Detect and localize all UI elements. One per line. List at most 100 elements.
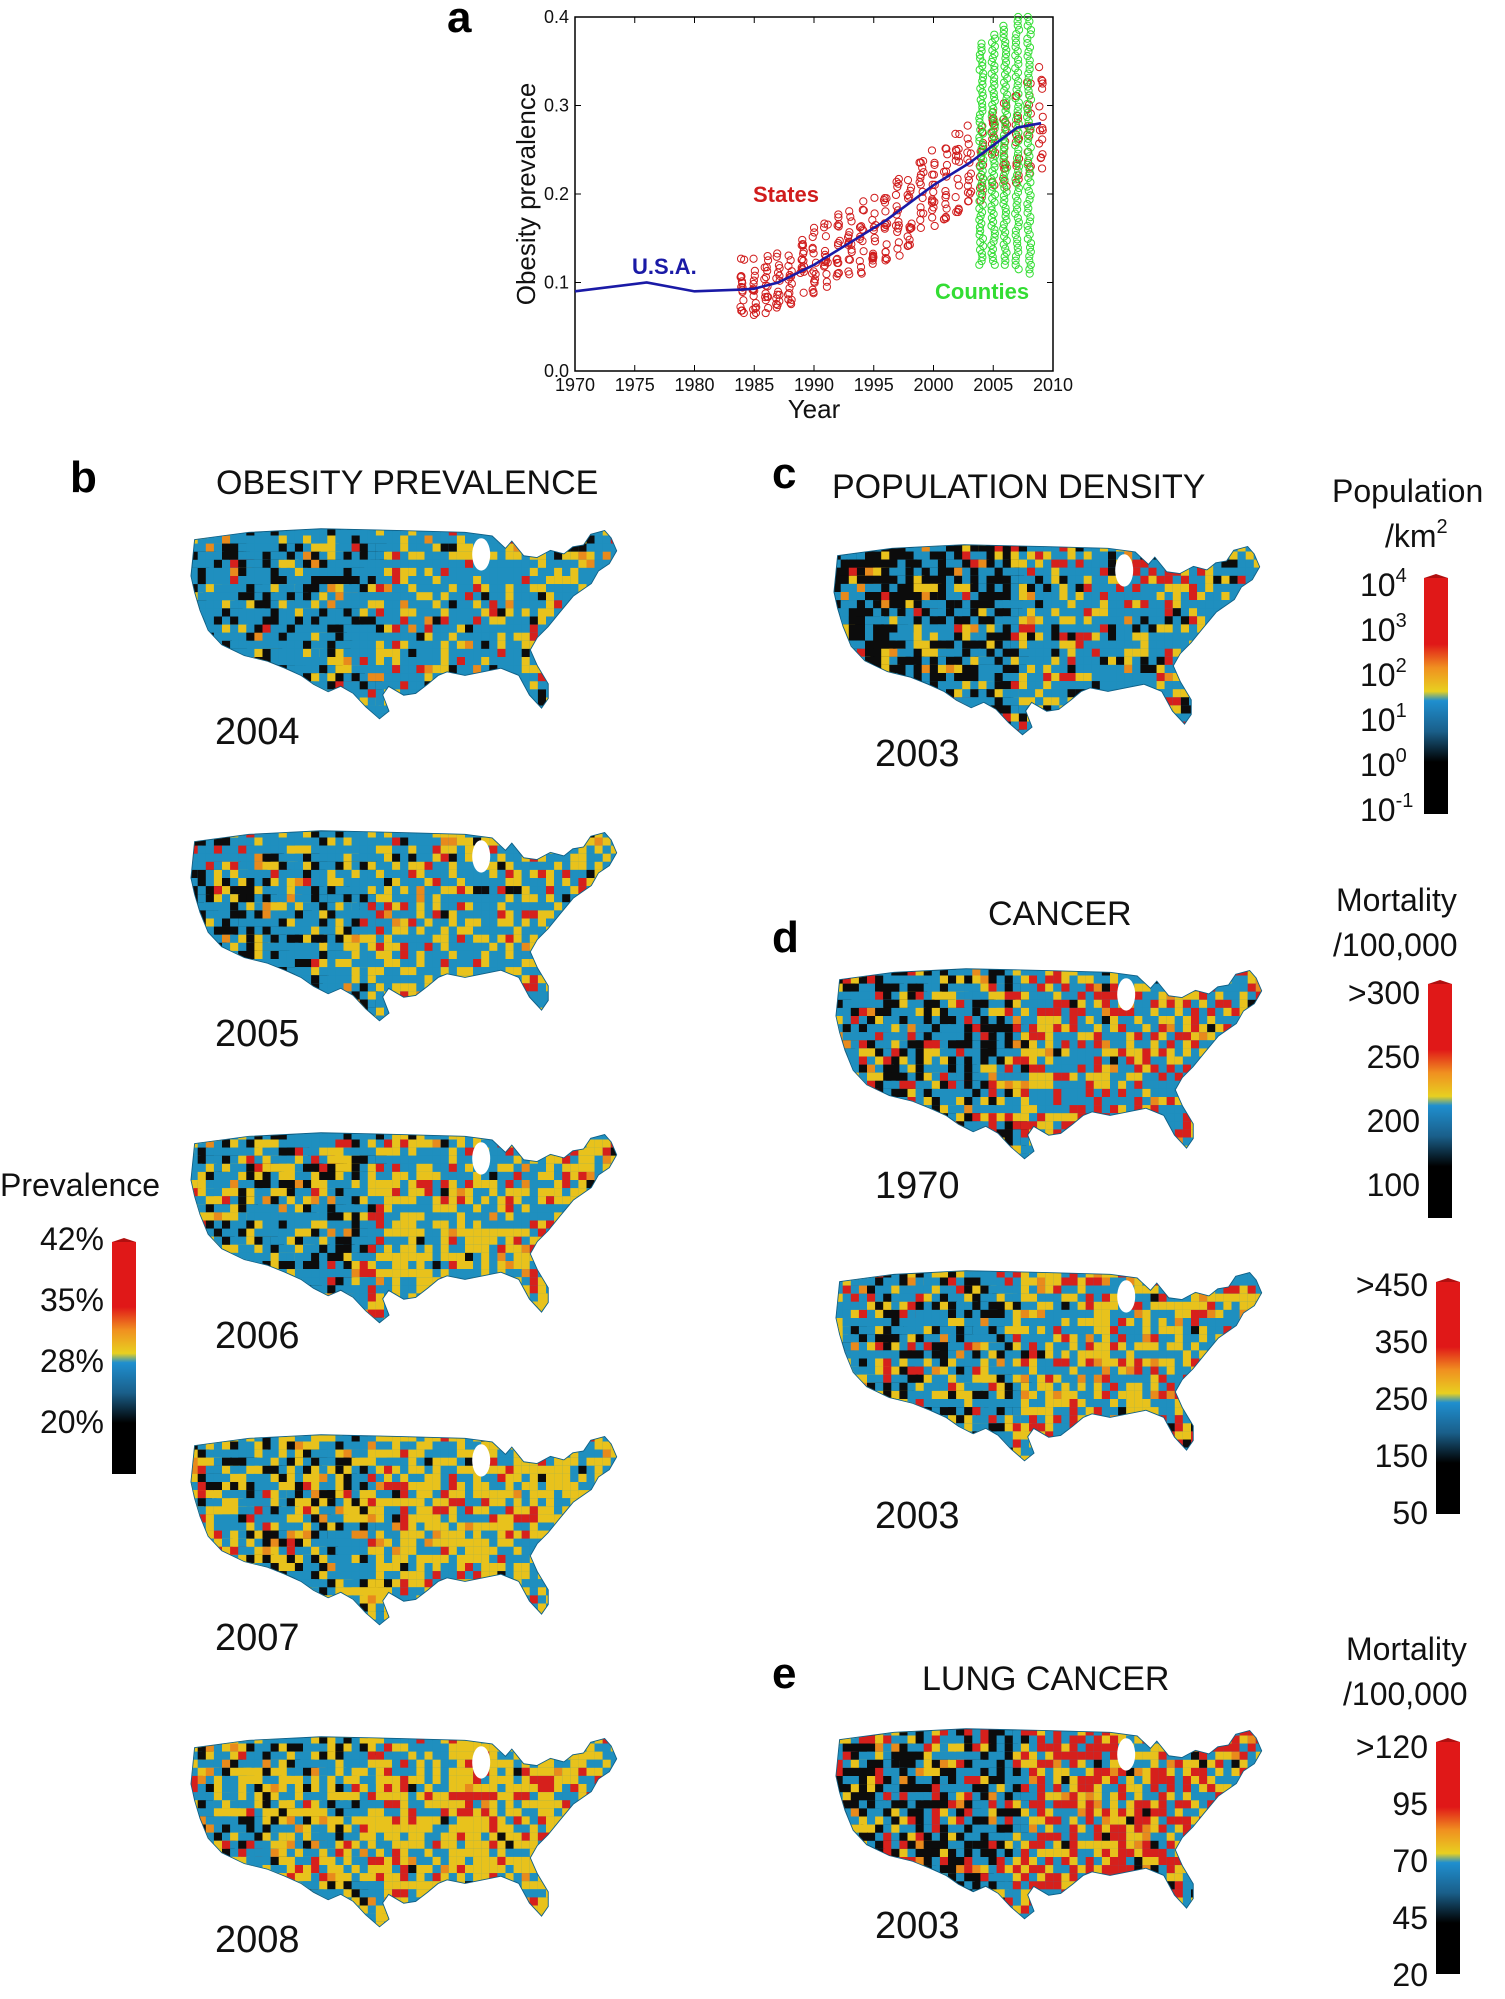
county-cell [537, 584, 546, 593]
county-cell [602, 1285, 611, 1294]
county-cell [505, 975, 514, 984]
county-cell [554, 1317, 563, 1323]
county-cell [594, 975, 603, 984]
county-cell [473, 584, 482, 593]
county-cell [448, 529, 457, 536]
county-cell [384, 1449, 393, 1458]
county-point [1011, 94, 1020, 103]
county-cell [448, 1261, 457, 1270]
county-cell [408, 1473, 417, 1482]
county-cell [424, 616, 433, 625]
county-cell [448, 697, 457, 706]
county-cell [359, 1133, 369, 1142]
county-cell [497, 1188, 506, 1197]
county-cell [400, 878, 409, 887]
county-point [999, 224, 1008, 233]
county-cell [384, 681, 393, 690]
county-cell [319, 1301, 341, 1320]
state-point [951, 129, 960, 139]
county-point [999, 155, 1008, 164]
county-cell [481, 983, 490, 992]
county-cell [489, 902, 498, 911]
county-cell [238, 689, 253, 704]
county-cell [222, 934, 233, 943]
county-cell [294, 1220, 310, 1233]
county-cell [400, 648, 409, 657]
county-point [999, 143, 1009, 152]
county-cell [375, 934, 384, 943]
county-cell [537, 673, 546, 682]
county-cell [554, 1252, 563, 1261]
county-cell [367, 1180, 376, 1189]
county-cell [546, 1212, 555, 1221]
county-cell [262, 665, 272, 675]
county-cell [448, 1007, 457, 1016]
county-cell [489, 1261, 498, 1270]
county-cell [400, 1285, 409, 1294]
county-cell [432, 869, 441, 878]
county-point [975, 136, 984, 146]
state-point [892, 177, 901, 186]
county-cell [610, 1236, 617, 1245]
county-cell [529, 837, 538, 846]
county-cell [456, 640, 465, 649]
county-cell [554, 999, 563, 1008]
county-cell [367, 1441, 376, 1450]
county-cell [602, 1133, 611, 1140]
county-point [988, 182, 997, 191]
county-cell [440, 1457, 449, 1466]
county-cell [392, 1015, 401, 1021]
county-cell [521, 543, 530, 552]
county-cell [473, 837, 482, 846]
county-cell [537, 902, 546, 911]
county-cell [505, 592, 514, 601]
county-cell [554, 576, 563, 585]
county-cell [481, 1228, 490, 1237]
county-cell [610, 529, 617, 536]
state-point [942, 160, 952, 170]
county-cell [213, 1228, 223, 1245]
county-point [1024, 134, 1033, 143]
county-cell [400, 600, 409, 609]
county-cell [586, 934, 595, 943]
county-cell [456, 1435, 465, 1442]
county-cell [537, 853, 546, 862]
county-cell [270, 1261, 281, 1273]
county-cell [432, 689, 441, 698]
county-point [990, 198, 999, 207]
county-cell [456, 1309, 465, 1318]
county-cell [222, 657, 233, 674]
county-cell [602, 697, 611, 706]
county-cell [602, 869, 611, 878]
county-cell [497, 1155, 506, 1164]
county-cell [570, 1309, 579, 1318]
county-cell [351, 616, 360, 626]
county-cell [408, 959, 417, 968]
county-cell [448, 705, 457, 714]
county-cell [562, 837, 571, 846]
county-cell [562, 1244, 571, 1253]
county-cell [578, 950, 587, 959]
county-cell [521, 1171, 530, 1180]
county-cell [367, 1155, 376, 1164]
state-point [916, 173, 925, 182]
county-cell [570, 1155, 579, 1164]
county-cell [489, 600, 498, 609]
county-cell [521, 1435, 530, 1442]
county-cell [546, 837, 555, 846]
county-point [1023, 160, 1032, 169]
county-cell [489, 1188, 498, 1197]
state-point [844, 231, 853, 240]
county-cell [554, 1277, 563, 1286]
county-cell [432, 705, 441, 714]
county-cell [562, 697, 571, 706]
county-cell [570, 665, 579, 674]
county-cell [554, 861, 563, 870]
county-point [1013, 235, 1022, 244]
county-point [989, 217, 998, 226]
state-point [905, 192, 914, 201]
county-cell [570, 543, 579, 552]
county-point [989, 210, 998, 219]
county-cell [529, 681, 538, 690]
county-point [990, 229, 999, 238]
